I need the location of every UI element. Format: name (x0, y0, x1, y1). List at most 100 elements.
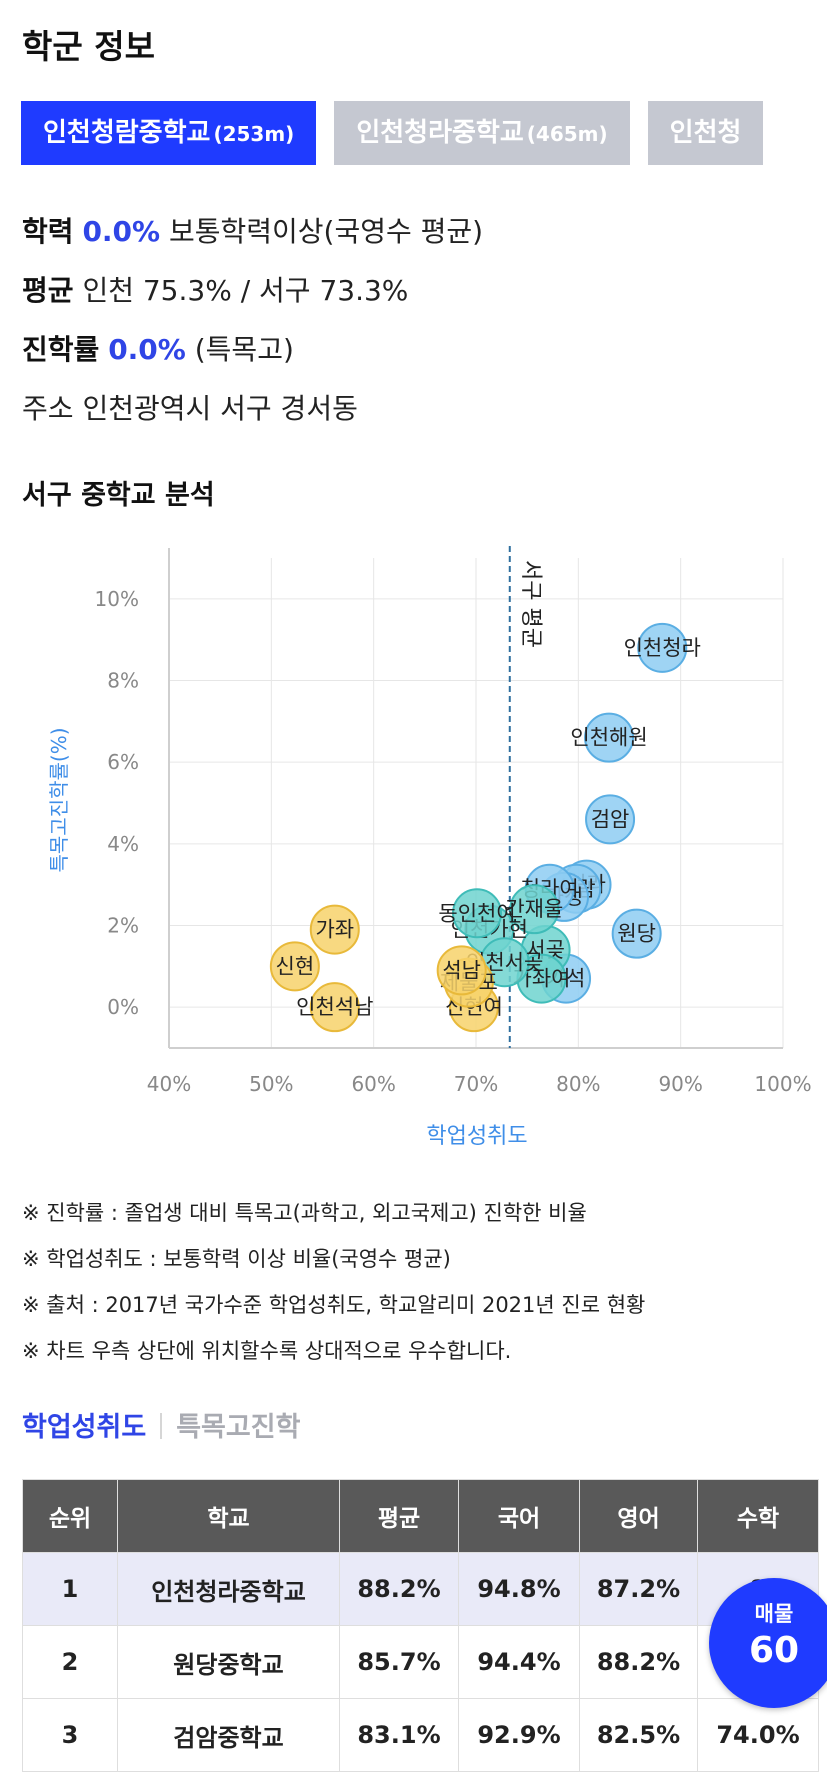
school-tab-distance: (465m) (526, 122, 608, 146)
chart-x-axis-label: 학업성취도 (426, 1124, 527, 1149)
data-point-label: 석남 (442, 958, 481, 982)
chart-reference-line: 서구 평균 (508, 546, 543, 1048)
x-tick-label: 50% (249, 1072, 293, 1096)
subtab-special-high[interactable]: 특목고진학 (176, 1412, 301, 1443)
subtab-achievement[interactable]: 학업성취도 (22, 1412, 147, 1443)
achievement-desc: 보통학력이상(국영수 평균) (169, 215, 484, 248)
chart-points: 인천청라인천해원검암원당청라청람가정청라여가석서곶가좌여간재울인천가현동인천여인… (269, 622, 701, 1033)
data-point (309, 982, 360, 1033)
table-row[interactable]: 1 인천청라중학교 88.2% 94.8% 87.2% 8 (22, 1552, 819, 1626)
school-tab-partial[interactable]: 인천청 (647, 101, 764, 165)
table-row[interactable]: 2 원당중학교 85.7% 94.4% 88.2% (22, 1625, 819, 1699)
info-label: 진학률 (22, 333, 100, 366)
note-line: ※ 학업성취도 : 보통학력 이상 비율(국영수 평균) (22, 1247, 451, 1271)
cell-rank: 1 (22, 1552, 118, 1626)
data-point (585, 794, 636, 845)
data-point (436, 945, 487, 996)
fab-label: 매물 (754, 1602, 794, 1626)
y-tick-label: 0% (107, 995, 139, 1019)
cell-english: 88.2% (579, 1625, 698, 1699)
school-tab-cheongram[interactable]: 인천청람중학교 (253m) (21, 101, 317, 165)
note-line: ※ 차트 우측 상단에 위치할수록 상대적으로 우수합니다. (22, 1339, 512, 1363)
data-point (637, 622, 688, 673)
x-tick-label: 80% (556, 1072, 600, 1096)
data-point (452, 888, 503, 939)
th-rank: 순위 (22, 1479, 118, 1553)
data-point-label: 검암 (591, 807, 630, 831)
chart-y-axis-label: 특목고진학률(%) (47, 727, 71, 872)
y-tick-label: 10% (95, 587, 139, 611)
table-header-row: 순위 학교 평균 국어 영어 수학 (22, 1479, 819, 1553)
achievement-value: 0.0% (82, 215, 161, 248)
info-achievement: 학력 0.0% 보통학력이상(국영수 평균) (22, 210, 483, 250)
info-average: 평균 인천 75.3% / 서구 73.3% (22, 269, 408, 309)
subtab-divider (160, 1413, 163, 1439)
school-tab-name: 인천청라중학교 (356, 118, 524, 148)
data-point (269, 941, 320, 992)
data-point-label: 인천청라 (624, 636, 701, 660)
x-tick-label: 60% (351, 1072, 395, 1096)
advance-desc: (특목고) (194, 333, 294, 366)
address-text: 인천광역시 서구 경서동 (82, 392, 358, 425)
note-line: ※ 진학률 : 졸업생 대비 특목고(과학고, 외고국제고) 진학한 비율 (22, 1201, 587, 1225)
listings-fab-button[interactable]: 매물 60 (709, 1578, 827, 1708)
info-label: 학력 (22, 215, 74, 248)
data-point-label: 가좌 (315, 918, 354, 942)
data-point-label: 동인천여 (438, 901, 515, 925)
x-tick-label: 70% (454, 1072, 498, 1096)
cell-korean: 92.9% (458, 1698, 580, 1772)
cell-rank: 3 (22, 1698, 118, 1772)
cell-english: 87.2% (579, 1552, 698, 1626)
scatter-chart: 0% 2% 4% 6% 8% 10% 40% 50% 60% 70% 80% 90% 100% 서구 평… (47, 546, 812, 1149)
th-english: 영어 (579, 1479, 698, 1553)
note-line: ※ 출처 : 2017년 국가수준 학업성취도, 학교알리미 2021년 진로 … (22, 1293, 646, 1317)
th-school: 학교 (117, 1479, 340, 1553)
chart-axes: 0% 2% 4% 6% 8% 10% 40% 50% 60% 70% 80% 90% 100% (95, 548, 812, 1096)
x-tick-label: 40% (147, 1072, 191, 1096)
cell-average: 88.2% (339, 1552, 459, 1626)
th-korean: 국어 (458, 1479, 580, 1553)
th-average: 평균 (339, 1479, 459, 1553)
reference-line-label: 서구 평균 (518, 560, 543, 648)
cell-average: 83.1% (339, 1698, 459, 1772)
info-label: 주소 (22, 392, 74, 425)
cell-school: 검암중학교 (117, 1698, 340, 1772)
info-advance-rate: 진학률 0.0% (특목고) (22, 328, 294, 368)
data-point (509, 884, 560, 935)
info-address: 주소 인천광역시 서구 경서동 (22, 387, 358, 427)
school-tab-cheongra[interactable]: 인천청라중학교 (465m) (334, 101, 630, 165)
cell-school: 원당중학교 (117, 1625, 340, 1699)
data-point-label: 원당 (617, 922, 656, 946)
table-row[interactable]: 3 검암중학교 83.1% 92.9% 82.5% 74.0% (22, 1698, 819, 1772)
fab-count: 60 (748, 1630, 800, 1671)
info-label: 평균 (22, 274, 74, 307)
average-text: 인천 75.3% / 서구 73.3% (82, 274, 409, 307)
th-math: 수학 (697, 1479, 819, 1553)
cell-math: 74.0% (697, 1698, 819, 1772)
ranking-subtabs: 학업성취도 특목고진학 (22, 1405, 300, 1444)
x-tick-label: 90% (658, 1072, 702, 1096)
section-title: 학군 정보 (22, 27, 155, 66)
data-point-label: 신현 (276, 954, 315, 978)
cell-rank: 2 (22, 1625, 118, 1699)
chart-notes: ※ 진학률 : 졸업생 대비 특목고(과학고, 외고국제고) 진학한 비율 ※ … (22, 1190, 645, 1374)
school-tab-name: 인천청람중학교 (43, 118, 211, 148)
ranking-table: 순위 학교 평균 국어 영어 수학 1 인천청라중학교 88.2% 94.8% … (22, 1479, 819, 1772)
cell-average: 85.7% (339, 1625, 459, 1699)
y-tick-label: 6% (107, 750, 139, 774)
data-point-label: 인천석남 (296, 995, 373, 1019)
x-tick-label: 100% (754, 1072, 811, 1096)
y-tick-label: 2% (107, 914, 139, 938)
data-point (611, 908, 662, 959)
advance-value: 0.0% (108, 333, 186, 366)
analysis-title: 서구 중학교 분석 (22, 480, 215, 511)
y-tick-label: 8% (107, 669, 139, 693)
school-tab-distance: (253m) (213, 122, 295, 146)
cell-korean: 94.4% (458, 1625, 580, 1699)
cell-english: 82.5% (579, 1698, 698, 1772)
data-point-label: 간재울 (505, 897, 563, 921)
data-point (584, 712, 635, 763)
data-point (309, 904, 360, 955)
school-tab-name: 인천청 (669, 118, 742, 148)
data-point-label: 인천해원 (570, 726, 647, 750)
